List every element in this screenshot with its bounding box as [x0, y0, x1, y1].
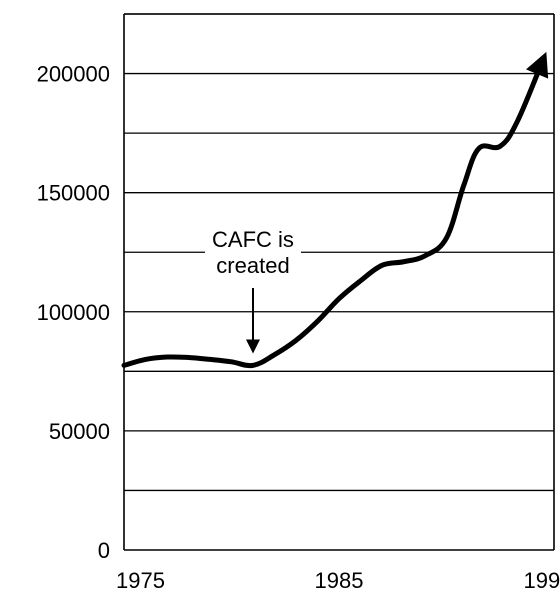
y-tick-label: 150000 — [37, 181, 110, 206]
gridlines — [124, 13, 554, 492]
axes — [123, 13, 555, 551]
y-tick-labels: 0 50000 100000 150000 200000 — [37, 62, 110, 563]
series-line — [121, 56, 546, 369]
x-tick-labels: 1975 1985 1995 — [116, 568, 560, 593]
annotation-background — [205, 253, 301, 279]
y-tick-label: 200000 — [37, 62, 110, 87]
y-tick-label: 50000 — [49, 419, 110, 444]
annotation-arrowhead — [246, 339, 260, 354]
series-group — [121, 51, 549, 369]
series-arrowhead — [526, 51, 549, 79]
x-tick-label: 1985 — [315, 568, 364, 593]
annotation-background — [205, 227, 301, 253]
y-tick-label: 100000 — [37, 300, 110, 325]
x-tick-label: 1975 — [116, 568, 165, 593]
x-tick-label: 1995 — [524, 568, 560, 593]
y-tick-label: 0 — [98, 538, 110, 563]
annotation-text: created — [216, 253, 289, 278]
annotation-text: CAFC is — [212, 227, 294, 252]
